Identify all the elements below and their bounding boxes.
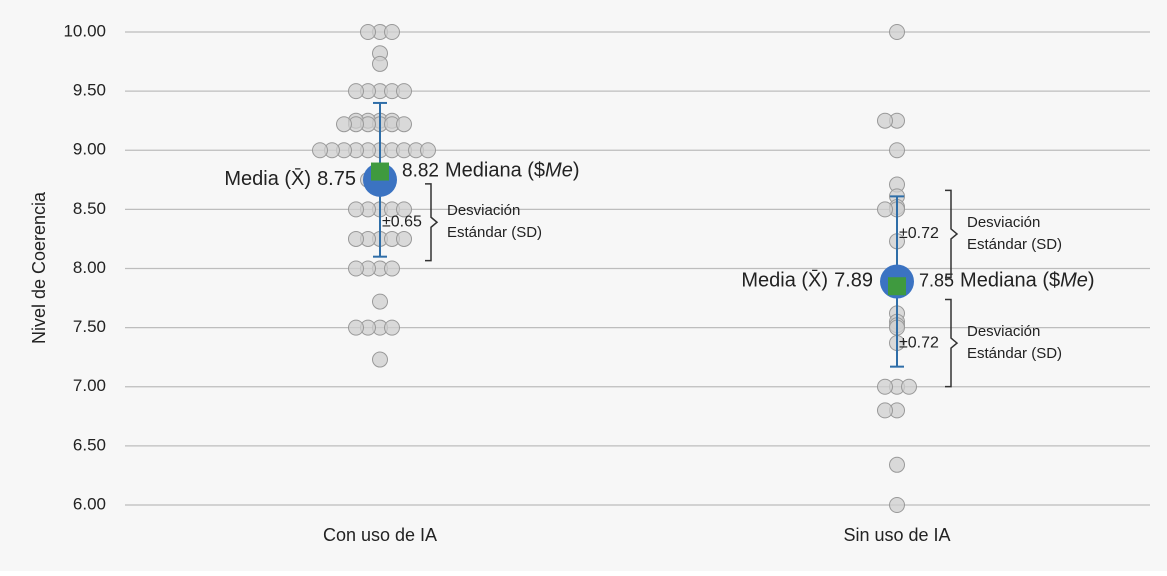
data-point <box>372 293 388 310</box>
data-point <box>889 142 905 159</box>
data-point <box>348 230 364 247</box>
data-point <box>348 260 364 277</box>
x-tick-label: Con uso de IA <box>323 525 437 545</box>
mean-value: 7.89 <box>834 270 873 292</box>
data-point <box>901 378 917 395</box>
data-point <box>384 319 400 336</box>
mean-label-text: Media (X̄) <box>224 167 311 190</box>
x-tick-label: Sin uso de IA <box>843 525 950 545</box>
data-point <box>348 83 364 100</box>
median-value: 7.85 <box>919 270 954 290</box>
data-point <box>336 116 352 133</box>
sd-bracket <box>945 189 959 279</box>
sd-bracket <box>425 183 439 262</box>
median-marker <box>888 277 906 296</box>
mean-label: Media (X̄) 7.89 <box>741 269 873 292</box>
median-label-text: Mediana ($ <box>445 160 545 182</box>
y-tick-label: 10.00 <box>63 21 106 40</box>
data-point <box>889 456 905 473</box>
mean-value: 8.75 <box>317 168 356 190</box>
data-point <box>348 201 364 218</box>
sd-text: Estándar (SD) <box>967 345 1062 362</box>
median-value: 8.82 <box>402 161 439 182</box>
median-marker <box>371 162 389 181</box>
sd-text: Desviación <box>447 202 520 219</box>
data-point <box>877 112 893 129</box>
data-point <box>889 497 905 513</box>
median-label-end: ) <box>1088 270 1095 292</box>
sd-text: Estándar (SD) <box>967 236 1062 253</box>
sd-text: Desviación <box>967 214 1040 231</box>
data-point <box>877 378 893 395</box>
data-point <box>877 201 893 218</box>
y-tick-label: 8.50 <box>73 199 106 218</box>
median-label: 8.82 Mediana ($Me) <box>402 160 580 182</box>
data-point <box>384 24 400 40</box>
median-label: 7.85 Mediana ($Me) <box>919 270 1095 292</box>
median-label-end: ) <box>573 160 580 182</box>
data-point <box>396 83 412 100</box>
data-point <box>877 402 893 419</box>
y-tick-label: 6.50 <box>73 435 106 454</box>
y-tick-label: 9.00 <box>73 140 106 159</box>
data-point <box>384 260 400 277</box>
data-point <box>396 230 412 247</box>
y-tick-label: 6.00 <box>73 494 106 513</box>
y-axis-label: Nivel de Coerencia <box>29 191 49 344</box>
median-label-text: Mediana ($ <box>960 270 1060 292</box>
data-point <box>360 24 376 40</box>
y-tick-label: 9.50 <box>73 81 106 100</box>
data-point <box>312 142 328 159</box>
data-point <box>889 24 905 40</box>
sd-label: ±0.65 <box>382 213 422 230</box>
sd-label: ±0.72 <box>899 225 939 242</box>
sd-text: Estándar (SD) <box>447 224 542 241</box>
median-label-italic: Me <box>1060 270 1088 292</box>
y-tick-label: 7.00 <box>73 376 106 395</box>
data-point <box>420 142 436 159</box>
median-label-italic: Me <box>545 160 573 182</box>
data-point <box>372 351 388 368</box>
data-point <box>396 116 412 133</box>
data-point <box>372 55 388 72</box>
y-tick-label: 7.50 <box>73 317 106 336</box>
mean-label: Media (X̄) 8.75 <box>224 167 356 190</box>
data-point <box>396 201 412 218</box>
sd-label: ±0.72 <box>899 334 939 351</box>
y-tick-label: 8.00 <box>73 258 106 277</box>
sd-text: Desviación <box>967 323 1040 340</box>
mean-label-text: Media (X̄) <box>741 269 828 292</box>
sd-bracket <box>945 298 959 388</box>
data-point <box>348 319 364 336</box>
